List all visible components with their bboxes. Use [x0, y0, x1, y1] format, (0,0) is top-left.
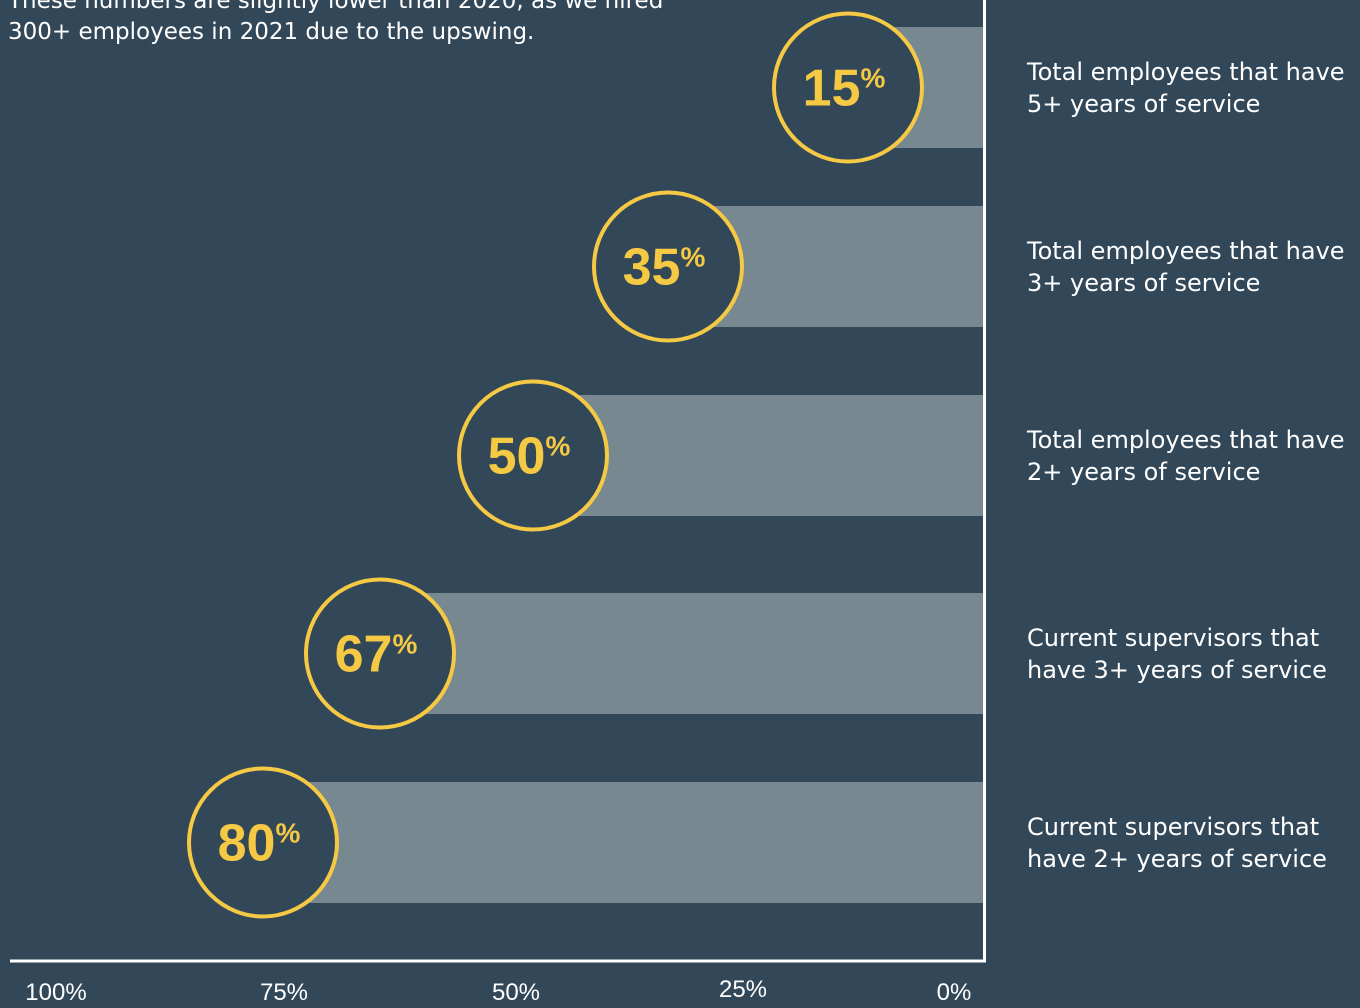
bar — [380, 593, 983, 714]
category-label: Current supervisors that have 3+ years o… — [1027, 623, 1327, 684]
bar — [263, 782, 983, 903]
tick-label: 75% — [260, 979, 308, 1006]
data-label: 15% — [803, 60, 886, 118]
tick-label: 50% — [492, 979, 540, 1006]
tick-label: 100% — [25, 979, 86, 1006]
value-badge-circle — [592, 190, 744, 343]
category-label: Total employees that have 5+ years of se… — [1027, 57, 1345, 118]
tick-label: 25% — [719, 976, 767, 1003]
value-badges-layer: 15% 35% 50% 67% 80% — [187, 11, 924, 919]
value-badge-circle — [772, 11, 924, 164]
category-label: Total employees that have 2+ years of se… — [1027, 425, 1345, 486]
data-label: 67% — [335, 626, 418, 684]
intro-text: These numbers are slightly lower than 20… — [8, 0, 664, 45]
category-label: Current supervisors that have 2+ years o… — [1027, 812, 1327, 873]
tick-label: 0% — [937, 979, 972, 1006]
x-tick-labels: 100% 75% 50% 25% 0% — [25, 976, 971, 1006]
category-label: Total employees that have 3+ years of se… — [1027, 236, 1345, 297]
data-label: 35% — [623, 239, 706, 297]
value-badge-circle — [304, 577, 456, 730]
value-badge-circle — [187, 766, 339, 919]
data-label: 80% — [218, 815, 301, 873]
data-label: 50% — [488, 428, 571, 486]
value-badge-circle — [457, 379, 609, 532]
